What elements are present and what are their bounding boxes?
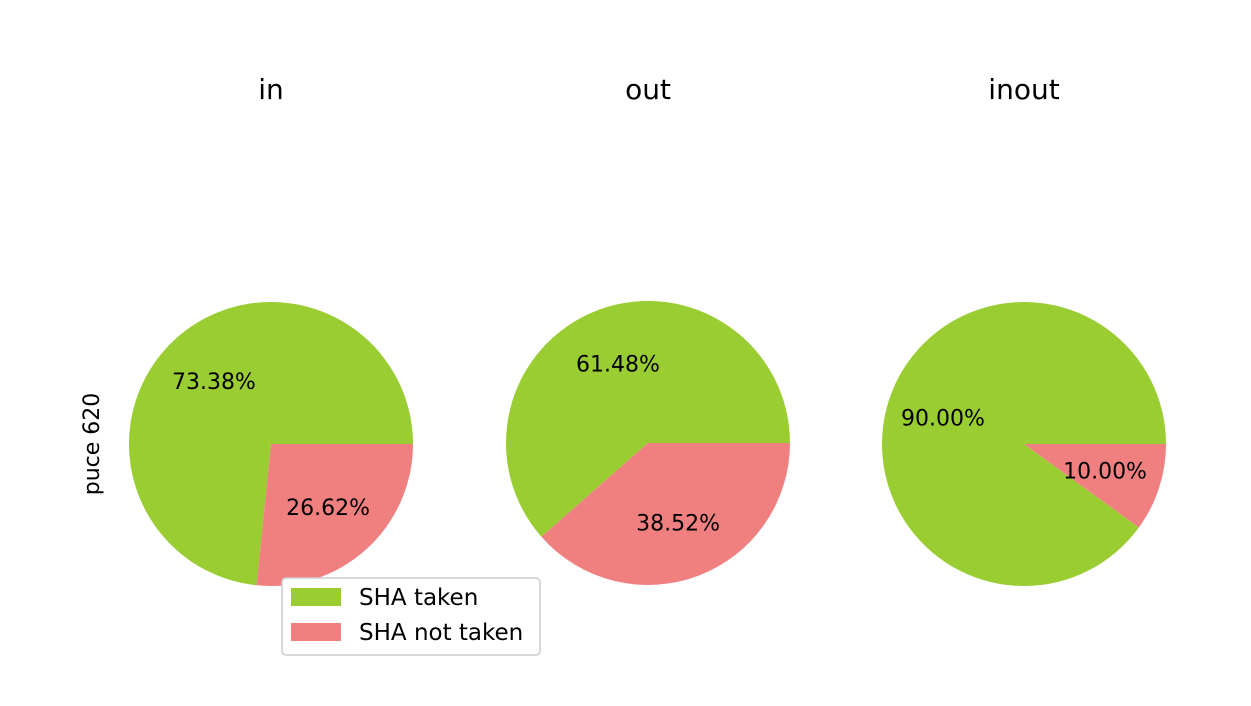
pie-in-slice-sha-taken (128, 302, 413, 586)
pie-in-label-sha-taken: 73.38% (172, 370, 256, 395)
pie-out-slice-sha-taken (505, 300, 790, 537)
pie-in: in 73.38% 26.62% (128, 73, 413, 587)
pie-title-inout: inout (988, 73, 1059, 106)
legend: SHA taken SHA not taken (281, 577, 541, 656)
pie-in-slice-sha-not-taken (256, 444, 413, 587)
pie-inout-label-sha-not-taken: 10.00% (1063, 459, 1147, 484)
pies-layer: in 73.38% 26.62% out 61.48% 38.52% inout 90.00%… (128, 73, 1166, 587)
legend-swatch-sha-not-taken (291, 623, 341, 641)
legend-swatch-sha-taken (291, 588, 341, 606)
y-axis-label: puce 620 (80, 393, 105, 496)
pie-title-in: in (258, 73, 284, 106)
pie-out-slice-sha-not-taken (541, 443, 790, 585)
pie-inout-slice-sha-not-taken (1024, 444, 1166, 528)
pie-out-label-sha-not-taken: 38.52% (636, 512, 720, 537)
pie-inout: inout 90.00% 10.00% (882, 73, 1166, 587)
pie-inout-slice-sha-taken (882, 302, 1166, 587)
pie-inout-label-sha-taken: 90.00% (901, 407, 985, 432)
pie-title-out: out (625, 73, 671, 106)
pie-in-label-sha-not-taken: 26.62% (286, 496, 370, 521)
pie-out-label-sha-taken: 61.48% (576, 352, 660, 377)
legend-frame (281, 577, 541, 656)
pie-out: out 61.48% 38.52% (505, 73, 790, 585)
legend-label-sha-not-taken: SHA not taken (359, 620, 523, 646)
legend-label-sha-taken: SHA taken (359, 585, 478, 611)
